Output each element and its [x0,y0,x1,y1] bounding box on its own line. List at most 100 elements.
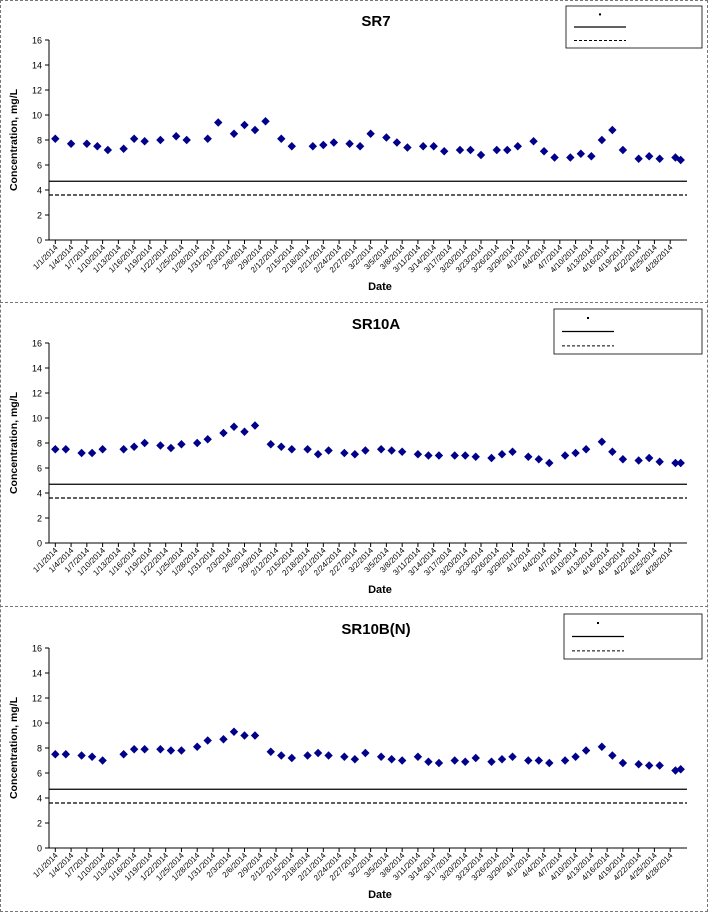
data-point [240,427,249,436]
data-point [329,138,339,147]
data-point [313,748,323,758]
y-tick-label: 2 [37,211,42,221]
panel-divider [0,302,708,303]
data-point [382,133,391,142]
data-point [350,450,360,459]
data-point [471,452,480,461]
data-point [319,140,328,150]
data-point [634,456,643,465]
data-point [450,451,459,460]
data-point [250,125,260,135]
data-point [140,745,149,754]
data-point [350,755,360,764]
data-point [229,727,239,736]
data-point [403,143,412,152]
data-point [324,446,333,455]
data-point [87,448,97,458]
data-point [140,438,149,448]
data-point [434,758,444,768]
data-point [634,154,643,163]
data-point [618,145,628,155]
y-tick-label: 2 [37,819,42,829]
data-point [277,442,286,451]
data-point [77,751,86,760]
data-point [376,445,386,454]
data-point [571,448,580,458]
data-point [644,761,654,770]
data-point [240,731,249,740]
data-point [129,442,139,451]
data-point [534,455,543,464]
data-point [87,752,97,761]
data-point [203,134,212,143]
data-point [177,440,186,449]
data-point [397,447,407,456]
y-axis-label: Concentration, mg/L [8,88,20,191]
y-axis-label: Concentration, mg/L [8,696,20,799]
chart-panel-sr10b: SR10B(N) 0 2 4 6 8 10 12 14 16 1/1/2014 1/4/2014 1/7… [1,610,706,908]
y-tick-label: 0 [37,539,42,549]
data-point [166,746,176,755]
data-point [545,458,554,468]
data-point [229,129,239,138]
data-point [413,752,423,761]
data-point [51,445,60,454]
y-tick-label: 12 [32,389,42,399]
data-point [219,735,228,744]
data-point [266,747,275,756]
data-point [229,422,239,431]
data-point [424,757,433,766]
legend [565,5,703,49]
data-point [597,135,607,145]
legend-marker [587,317,589,319]
y-tick-label: 16 [32,36,42,46]
data-point [61,750,71,759]
y-tick-label: 0 [37,844,42,854]
data-point [434,451,444,460]
y-tick-label: 0 [37,236,42,246]
data-point [182,135,191,145]
chart-title: SR7 [361,13,390,30]
data-point [676,458,685,468]
data-point [566,153,575,162]
y-tick-label: 8 [37,136,42,146]
x-axis-label: Date [368,281,392,293]
data-point [608,125,617,135]
data-point [119,750,128,759]
data-point [177,746,186,755]
legend [563,613,703,660]
data-point [524,756,533,765]
data-point [313,450,323,459]
data-point [240,120,249,130]
data-point [77,448,86,458]
chart-panel-sr10a: SR10A 0 2 4 6 8 10 12 14 16 1/1/2014 1/4/2014 1/7/20… [1,305,706,603]
data-point [529,137,538,146]
data-point [66,139,76,148]
data-point [476,150,486,160]
data-point [203,736,212,745]
data-point [455,145,465,155]
data-point [413,450,423,459]
y-tick-label: 12 [32,86,42,96]
data-point [461,451,470,460]
data-point [140,137,149,146]
y-tick-label: 2 [37,514,42,524]
x-axis-label: Date [368,584,392,596]
data-point [576,149,586,158]
data-point [466,145,475,155]
data-point [387,755,396,764]
y-tick-label: 8 [37,744,42,754]
data-point [587,152,596,161]
chart-sr10a: SR10A02468101214161/1/20141/4/20141/7/20… [8,308,703,596]
data-point [508,752,517,761]
data-point [560,756,570,765]
y-tick-label: 14 [32,61,42,71]
data-point [156,745,165,754]
data-point [250,731,260,740]
data-point [545,758,554,768]
data-point [497,755,507,764]
data-point [340,448,349,458]
y-tick-label: 10 [32,719,42,729]
data-point [503,145,512,155]
panel-divider [0,606,708,607]
